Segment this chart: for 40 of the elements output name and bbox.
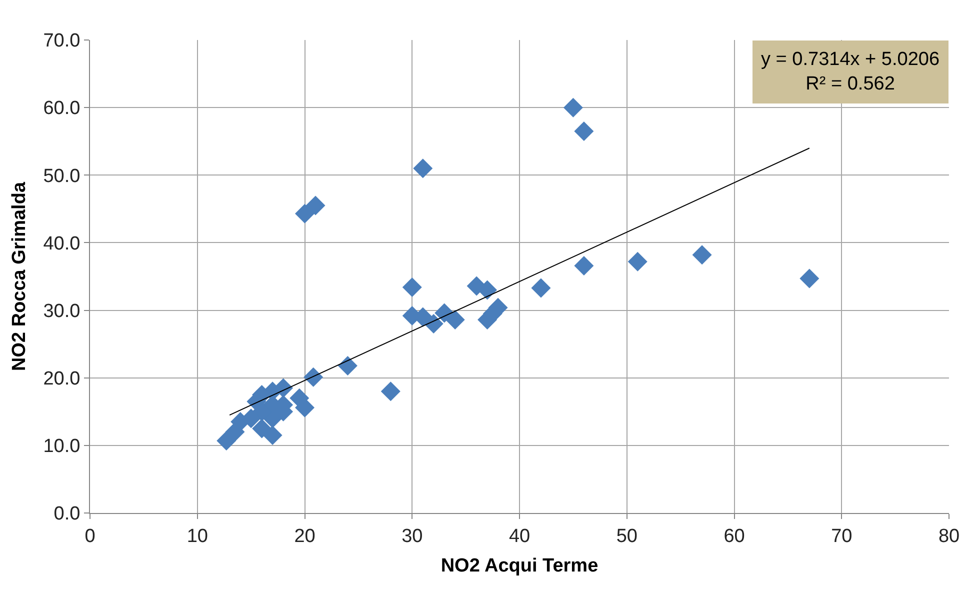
y-tick-label: 50.0 bbox=[43, 166, 80, 187]
x-tick-label: 50 bbox=[616, 526, 638, 547]
annotation: y = 0.7314x + 5.0206 R² = 0.562 bbox=[761, 49, 940, 95]
point bbox=[402, 278, 422, 298]
point bbox=[424, 314, 444, 334]
point bbox=[478, 280, 498, 300]
x-tick-label: 0 bbox=[84, 526, 96, 547]
point bbox=[413, 158, 433, 178]
point bbox=[338, 356, 358, 376]
y-tick-label: 30.0 bbox=[43, 300, 80, 322]
y-tick-label: 60.0 bbox=[43, 98, 80, 120]
x-tick-label: 60 bbox=[724, 526, 745, 547]
y-tick-label: 0.0 bbox=[54, 504, 80, 525]
y-tick-label: 40.0 bbox=[43, 233, 80, 254]
y-tick-label: 70.0 bbox=[43, 30, 80, 52]
y-axis-title: NO2 Rocca Grimalda bbox=[9, 182, 30, 372]
point bbox=[692, 245, 712, 265]
x-tick-label: 30 bbox=[402, 526, 423, 547]
x-axis-title: NO2 Acqui Terme bbox=[440, 556, 598, 577]
point bbox=[225, 422, 245, 442]
point bbox=[304, 367, 324, 387]
point bbox=[295, 204, 314, 224]
x-tick-label: 80 bbox=[938, 526, 960, 547]
x-tick-label: 70 bbox=[831, 526, 852, 547]
point bbox=[262, 426, 282, 446]
point bbox=[574, 256, 594, 276]
point bbox=[252, 418, 272, 438]
point bbox=[574, 121, 594, 141]
x-tick-label: 40 bbox=[508, 526, 530, 547]
y-tick-label: 20.0 bbox=[43, 368, 80, 390]
point bbox=[628, 252, 648, 272]
point bbox=[800, 268, 820, 288]
x-tick-label: 20 bbox=[294, 526, 316, 547]
point bbox=[531, 278, 551, 298]
point bbox=[445, 310, 465, 330]
point bbox=[563, 98, 583, 118]
point bbox=[306, 196, 326, 216]
x-tick-label: 10 bbox=[186, 526, 208, 547]
point bbox=[380, 382, 400, 402]
y-tick-label: 10.0 bbox=[43, 436, 80, 458]
